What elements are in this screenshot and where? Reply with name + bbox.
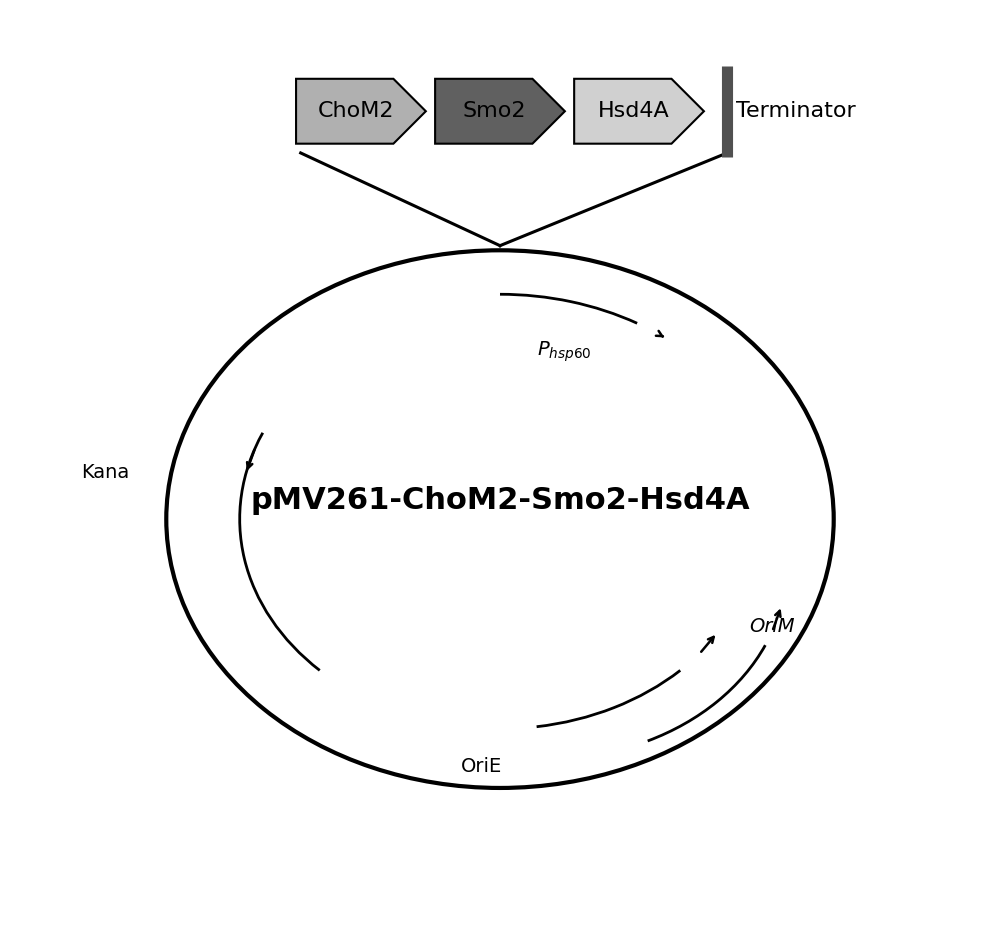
Text: OriM: OriM <box>750 617 795 636</box>
Polygon shape <box>574 79 704 144</box>
Text: Terminator: Terminator <box>736 101 856 121</box>
Text: OriE: OriE <box>461 756 502 776</box>
Polygon shape <box>435 79 565 144</box>
Text: Kana: Kana <box>81 464 129 482</box>
Text: Smo2: Smo2 <box>463 101 526 121</box>
Text: $P_{hsp60}$: $P_{hsp60}$ <box>537 339 592 364</box>
Text: pMV261-ChoM2-Smo2-Hsd4A: pMV261-ChoM2-Smo2-Hsd4A <box>250 486 750 515</box>
Text: ChoM2: ChoM2 <box>317 101 394 121</box>
Polygon shape <box>296 79 426 144</box>
Text: Hsd4A: Hsd4A <box>598 101 670 121</box>
